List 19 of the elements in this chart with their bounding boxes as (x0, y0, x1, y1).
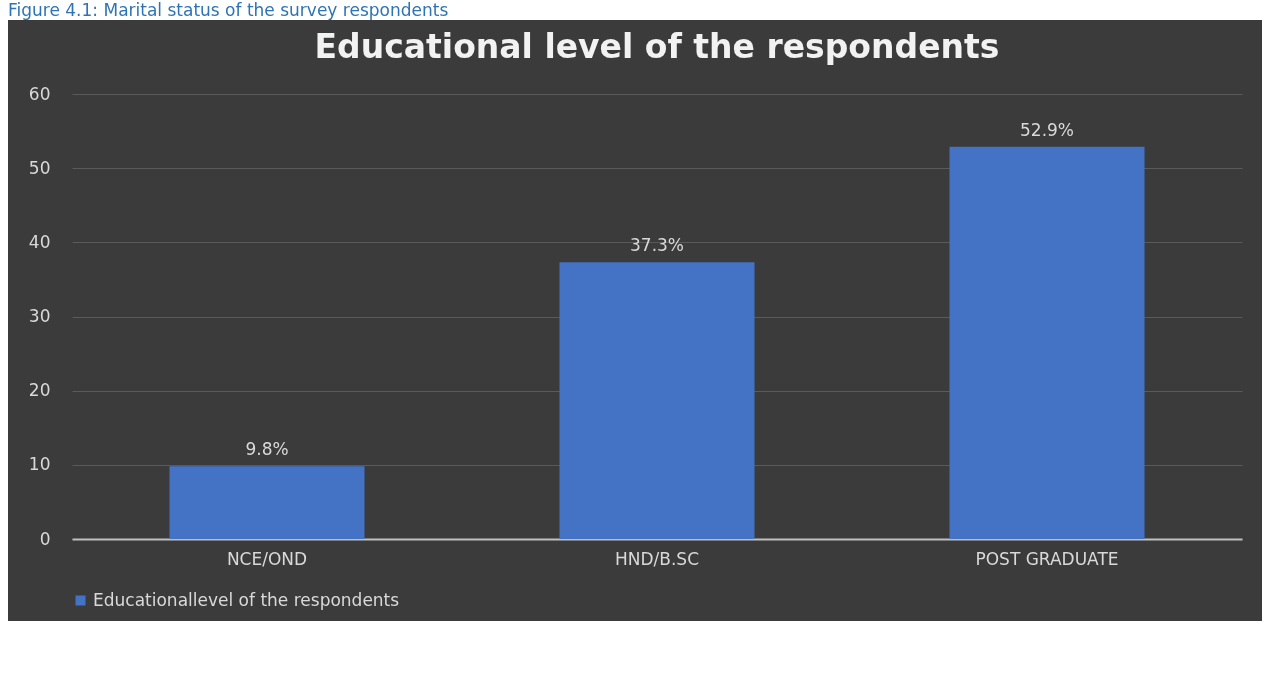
data-label: 9.8% (245, 439, 289, 460)
y-tick-label: 40 (28, 231, 51, 252)
bar (949, 146, 1145, 539)
chart-title: Educational level of the respondents (314, 27, 1000, 66)
y-tick-label: 60 (28, 83, 51, 104)
caption: Figure 4.1: Marital status of the survey respondents (7, 0, 450, 20)
x-tick-label: NCE/OND (226, 548, 308, 569)
data-label: 52.9% (1019, 119, 1075, 140)
y-tick-label: 50 (28, 157, 51, 178)
x-tick-label: POST GRADUATE (975, 548, 1119, 569)
data-label: 37.3% (629, 235, 685, 256)
bar (169, 466, 365, 539)
y-tick-label: 10 (28, 454, 51, 475)
bar (559, 262, 755, 539)
y-tick-label: 30 (28, 306, 51, 326)
y-tick-label: 0 (39, 528, 51, 549)
x-tick-label: HND/B.SC (614, 548, 700, 569)
y-tick-label: 20 (28, 380, 51, 401)
legend-label: Educationallevel of the respondents (93, 589, 400, 610)
